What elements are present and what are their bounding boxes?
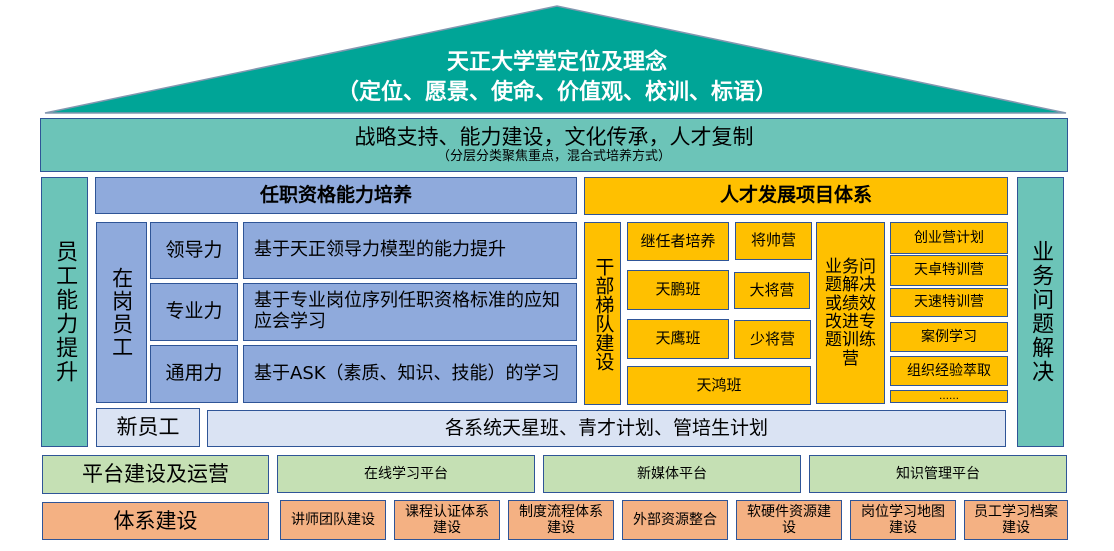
- system-hardware: 软硬件资源建设: [736, 500, 842, 540]
- system-course: 课程认证体系建设: [394, 500, 500, 540]
- new-staff-desc: 各系统天星班、青才计划、管培生计划: [207, 410, 1006, 447]
- program-tianpeng: 天鹏班: [627, 270, 729, 310]
- band-title: 战略支持、能力建设，文化传承，人才复制: [354, 125, 754, 150]
- talent-header: 人才发展项目体系: [584, 177, 1008, 215]
- system-lecturer: 讲师团队建设: [280, 500, 386, 540]
- row-label-leadership: 领导力: [150, 222, 238, 279]
- new-staff-label: 新员工: [96, 408, 200, 447]
- platform-label: 平台建设及运营: [42, 455, 269, 494]
- row-desc-professional: 基于专业岗位序列任职资格标准的应知应会学习: [243, 283, 577, 341]
- list-tianzhuo: 天卓特训营: [890, 255, 1008, 286]
- row-label-general: 通用力: [150, 345, 238, 403]
- system-process: 制度流程体系建设: [508, 500, 614, 540]
- roof-subtitle: （定位、愿景、使命、价值观、校训、标语）: [336, 80, 777, 105]
- row-label-professional: 专业力: [150, 283, 238, 341]
- row-desc-leadership: 基于天正领导力模型的能力提升: [243, 222, 577, 279]
- system-archive: 员工学习档案建设: [964, 500, 1068, 540]
- list-experience: 组织经验萃取: [890, 356, 1008, 386]
- system-label: 体系建设: [42, 502, 269, 540]
- program-tianying: 天鹰班: [627, 319, 729, 359]
- left-pillar: 员工能力提升: [41, 177, 88, 447]
- list-startup: 创业营计划: [890, 222, 1008, 254]
- platform-new-media: 新媒体平台: [543, 455, 801, 493]
- program-shaojiang: 少将营: [734, 320, 811, 359]
- row-desc-general: 基于ASK（素质、知识、技能）的学习: [243, 345, 577, 403]
- system-external: 外部资源整合: [622, 500, 728, 540]
- program-successor: 继任者培养: [627, 222, 729, 261]
- system-learning-map: 岗位学习地图建设: [850, 500, 956, 540]
- roof-title: 天正大学堂定位及理念: [446, 50, 667, 75]
- program-dajiang: 大将营: [734, 272, 810, 309]
- on-job-staff: 在岗员工: [96, 222, 147, 403]
- mission-band: 战略支持、能力建设，文化传承，人才复制 （分层分类聚焦重点，混合式培养方式）: [40, 118, 1068, 172]
- cadre-building: 干部梯队建设: [584, 222, 621, 405]
- right-pillar: 业务问题解决: [1017, 177, 1064, 447]
- qualification-header: 任职资格能力培养: [95, 177, 577, 214]
- roof: [44, 5, 1067, 114]
- platform-knowledge: 知识管理平台: [809, 455, 1067, 493]
- list-more: ……: [890, 390, 1008, 403]
- program-tianhong: 天鸿班: [627, 366, 811, 405]
- band-subtitle: （分层分类聚焦重点，混合式培养方式）: [436, 148, 671, 164]
- business-camp: 业务问题解决或绩效改进专题训练营: [816, 222, 885, 404]
- list-tiansu: 天速特训营: [890, 288, 1008, 317]
- program-jiangshuai: 将帅营: [735, 222, 812, 260]
- list-case: 案例学习: [890, 322, 1008, 352]
- platform-online: 在线学习平台: [277, 455, 535, 493]
